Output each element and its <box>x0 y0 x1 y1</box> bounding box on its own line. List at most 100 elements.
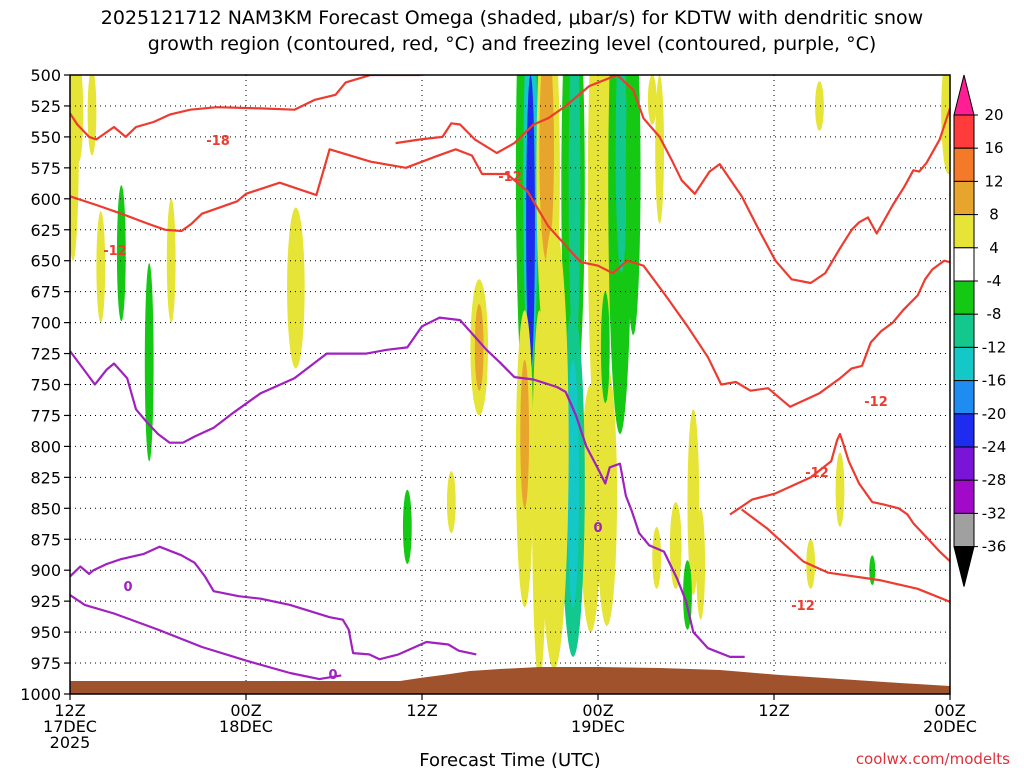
omega-cell <box>687 409 700 595</box>
contour-label-red: -12 <box>791 599 815 614</box>
contour-freezing_level_low <box>70 545 477 661</box>
y-tick-label: 650 <box>30 252 61 271</box>
contour-dgz_upper <box>70 75 421 141</box>
y-axis: 500 525 550 575 600 625 650 675 700 725 750 775 800 8… <box>20 66 70 704</box>
contour-freezing_level <box>70 316 745 658</box>
omega-cell <box>615 75 628 274</box>
x-tick-label: 17DEC <box>43 717 97 736</box>
gridlines <box>70 75 950 694</box>
omega-cell <box>166 198 176 323</box>
y-tick-label: 600 <box>30 190 61 209</box>
x-tick-label: 00Z <box>934 701 965 720</box>
colorbar-segment <box>953 512 975 548</box>
colorbar-segment <box>953 413 975 448</box>
colorbar-label: -16 <box>982 372 1007 390</box>
omega-cell <box>520 359 530 509</box>
colorbar-segment <box>953 147 975 182</box>
y-tick-label: 975 <box>30 654 61 673</box>
omega-cell <box>835 452 845 527</box>
colorbar-label: -8 <box>987 305 1002 323</box>
colorbar-segment <box>953 446 975 481</box>
contour-dgz_lower <box>70 148 950 408</box>
contour-label-purple: 0 <box>328 668 337 683</box>
omega-cell <box>402 489 412 565</box>
contour-lines <box>70 75 950 681</box>
colorbar-label: 8 <box>989 206 999 224</box>
colorbar-segment <box>953 114 975 149</box>
colorbar-segment <box>953 280 975 315</box>
colorbar-segment <box>953 479 975 514</box>
y-tick-label: 700 <box>30 314 61 333</box>
colorbar-bottom-arrow <box>953 546 975 587</box>
y-tick-label: 850 <box>30 499 61 518</box>
omega-cell <box>815 81 824 131</box>
x-tick-label: 12Z <box>54 701 85 720</box>
x-axis-label: Forecast Time (UTC) <box>419 750 600 768</box>
credit-text: coolwx.com/modelts <box>856 750 1010 768</box>
colorbar-label: -36 <box>982 538 1007 556</box>
omega-cell <box>669 502 682 589</box>
contour-label-red: -12 <box>103 244 127 259</box>
y-tick-label: 775 <box>30 406 61 425</box>
chart-title-line-1: 2025121712 NAM3KM Forecast Omega (shaded… <box>101 7 923 29</box>
omega-cell <box>287 207 305 369</box>
omega-cell <box>647 75 657 125</box>
ground-terrain <box>70 667 950 694</box>
omega-cell <box>652 526 662 589</box>
contour-dgz_upper_east <box>395 75 950 285</box>
colorbar-label: -28 <box>982 471 1007 489</box>
y-tick-label: 550 <box>30 128 61 147</box>
contour-label-purple: 0 <box>123 580 132 595</box>
omega-cell <box>567 359 579 608</box>
x-tick-label: 00Z <box>230 701 261 720</box>
x-tick-label: 12Z <box>758 701 789 720</box>
contour-freezing_level_loop <box>70 594 342 681</box>
colorbar-segment <box>953 380 975 415</box>
y-tick-label: 575 <box>30 159 61 178</box>
y-tick-label: 725 <box>30 345 61 364</box>
y-tick-label: 500 <box>30 66 61 85</box>
contour-label-red: -12 <box>864 395 888 410</box>
colorbar-segment <box>953 247 975 282</box>
colorbar-label: 4 <box>989 239 999 257</box>
colorbar-label: -24 <box>982 438 1007 456</box>
x-tick-label: 19DEC <box>571 717 625 736</box>
colorbar-segment <box>953 180 975 216</box>
colorbar-label: -4 <box>987 272 1002 290</box>
colorbar-label: -20 <box>982 405 1007 423</box>
y-tick-label: 875 <box>30 530 61 549</box>
contour-label-red: -12 <box>498 170 522 185</box>
chart-title-line-2: growth region (contoured, red, °C) and f… <box>148 33 877 55</box>
y-tick-label: 525 <box>30 97 61 116</box>
omega-cell <box>625 75 641 335</box>
omega-cell <box>87 75 97 156</box>
colorbar-segment <box>953 346 975 382</box>
contour-dgz_south <box>729 432 950 563</box>
y-tick-label: 750 <box>30 376 61 395</box>
x-tick-label: 20DEC <box>923 717 977 736</box>
omega-cell <box>568 75 581 360</box>
contour-label-red: -18 <box>206 134 230 149</box>
y-tick-label: 825 <box>30 468 61 487</box>
omega-cell <box>655 75 664 224</box>
colorbar: 20 16 12 8 4 -4 -8 -12 -16 -20 -24 -28 -32 -36 <box>953 74 1007 587</box>
omega-cell <box>869 555 876 586</box>
colorbar-segment <box>953 313 975 348</box>
omega-cell <box>96 211 106 323</box>
y-tick-label: 925 <box>30 592 61 611</box>
omega-cell <box>526 75 535 373</box>
y-tick-label: 675 <box>30 283 61 302</box>
omega-cell <box>474 304 484 391</box>
contour-label-red: -12 <box>805 466 829 481</box>
colorbar-segment <box>953 214 975 249</box>
omega-cell <box>600 291 610 404</box>
omega-cell <box>144 263 154 462</box>
omega-cell <box>596 365 618 626</box>
omega-cell <box>532 310 547 682</box>
y-tick-label: 1000 <box>20 685 61 704</box>
contour-labels: -18 -12 -12 -12 -12 -12 0 0 0 <box>103 134 888 683</box>
y-tick-label: 950 <box>30 623 61 642</box>
omega-cell <box>74 75 84 162</box>
